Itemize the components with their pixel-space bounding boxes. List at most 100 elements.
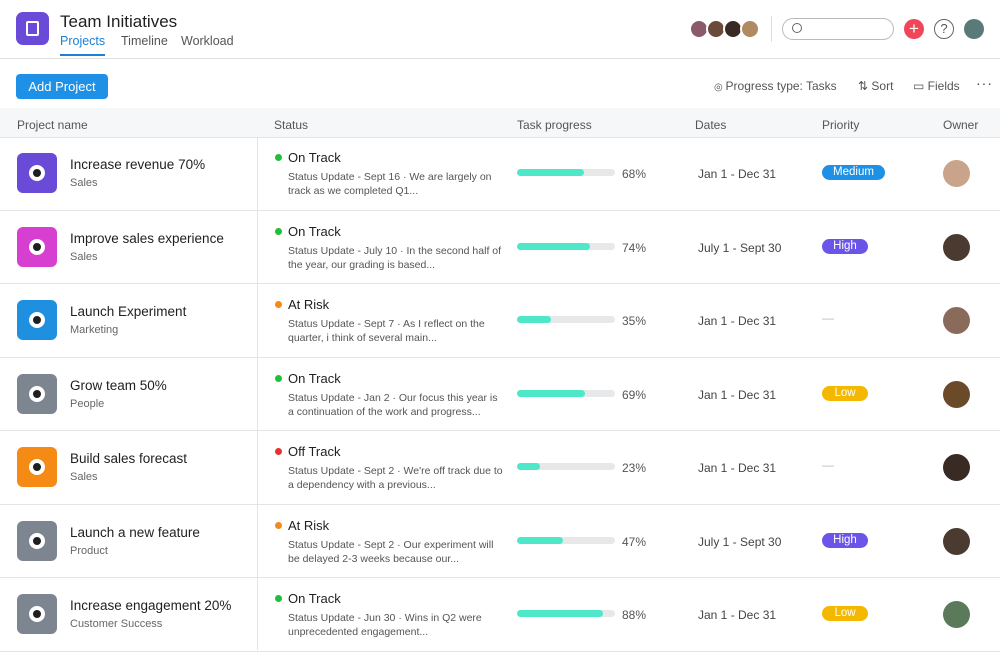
status-update: Status Update - Jan 2 · Our focus this y… <box>288 391 498 418</box>
status-update: Status Update - July 10 · In the second … <box>288 244 502 271</box>
dates: Jan 1 - Dec 31 <box>698 167 777 181</box>
avatar[interactable] <box>740 19 760 39</box>
column-header[interactable]: Priority <box>822 118 860 132</box>
progress-type-label: Progress type: Tasks <box>725 79 837 93</box>
project-team: Product <box>70 544 108 557</box>
table-header: Project name Status Task progress Dates Prio… <box>0 108 1000 138</box>
table-row[interactable]: Increase revenue 70% Sales On Track Status … <box>0 137 1000 211</box>
progress-label: 88% <box>622 608 647 622</box>
progress-bar <box>517 242 590 250</box>
project-icon <box>17 520 57 561</box>
status-label: On Track <box>288 591 341 606</box>
project-team: Marketing <box>70 324 119 336</box>
progress-track <box>517 536 615 544</box>
priority-empty: — <box>822 458 834 472</box>
icon-glyph <box>29 459 45 475</box>
column-header[interactable]: Task progress <box>517 118 592 132</box>
project-name: Improve sales experience <box>70 230 224 246</box>
tab[interactable]: Workload <box>181 34 234 48</box>
status-label: At Risk <box>288 297 330 312</box>
project-name: Increase engagement 20% <box>70 598 232 613</box>
header: Team Initiatives Projects Timeline Workloa… <box>0 0 1000 59</box>
table-row[interactable]: Grow team 50% People On Track Status Update… <box>0 358 1000 431</box>
project-icon <box>17 373 57 414</box>
more-button[interactable]: ··· <box>976 75 993 91</box>
progress-label: 47% <box>622 534 647 549</box>
priority-empty: — <box>822 311 834 325</box>
dates: Jan 1 - Dec 31 <box>698 387 777 402</box>
icon-glyph <box>29 165 45 181</box>
table-row[interactable]: Increase engagement 20% Customer Success O… <box>0 578 1000 652</box>
table-row[interactable]: Build sales forecast Sales Off Track Status… <box>0 431 1000 505</box>
dates: July 1 - Sept 30 <box>698 534 782 549</box>
user-avatar[interactable] <box>964 19 984 39</box>
app-logo <box>16 12 49 45</box>
progress-bar <box>517 316 552 323</box>
status-dot <box>275 227 282 235</box>
status-label: On Track <box>288 223 341 239</box>
table-row[interactable]: Improve sales experience Sales On Track Sta… <box>0 211 1000 284</box>
table-row[interactable]: Launch Experiment Marketing At Risk Status … <box>0 284 1000 358</box>
table-row[interactable]: Launch a new feature Product At Risk Status… <box>0 505 1000 578</box>
status-dot <box>275 521 282 529</box>
sort-label: Sort <box>871 79 894 93</box>
project-icon <box>17 226 57 267</box>
icon-glyph <box>29 606 45 622</box>
priority-pill: High <box>822 238 868 254</box>
status-dot <box>275 154 282 161</box>
dates: July 1 - Sept 30 <box>698 240 782 255</box>
project-name: Increase revenue 70% <box>70 157 206 172</box>
dates: Jan 1 - Dec 31 <box>698 608 777 622</box>
tab[interactable]: Timeline <box>121 34 168 48</box>
progress-label: 68% <box>622 167 647 181</box>
project-name: Grow team 50% <box>70 377 167 393</box>
column-header[interactable]: Owner <box>943 118 979 132</box>
owner-avatar[interactable] <box>943 160 970 187</box>
dates: Jan 1 - Dec 31 <box>698 461 777 475</box>
progress-label: 35% <box>622 314 647 328</box>
column-header[interactable]: Status <box>274 118 309 132</box>
icon-glyph <box>29 532 45 549</box>
sort-button[interactable]: ⇅ Sort <box>858 79 894 93</box>
icon-glyph <box>29 312 45 328</box>
status-update: Status Update - Jun 30 · Wins in Q2 were… <box>288 612 482 638</box>
add-button[interactable]: + <box>904 19 924 39</box>
dates: Jan 1 - Dec 31 <box>698 314 777 328</box>
status-label: Off Track <box>288 444 341 459</box>
column-header[interactable]: Dates <box>695 118 727 132</box>
search-box[interactable] <box>782 18 894 40</box>
progress-bar <box>517 463 540 470</box>
project-team: Customer Success <box>70 618 163 630</box>
project-name: Launch Experiment <box>70 304 187 319</box>
priority-pill: Medium <box>822 165 885 180</box>
fields-button[interactable]: ▭ Fields <box>913 79 960 93</box>
project-team: Sales <box>70 177 98 189</box>
priority-pill: High <box>822 532 868 548</box>
owner-avatar[interactable] <box>943 307 970 334</box>
progress-track <box>517 316 615 323</box>
column-header[interactable]: Project name <box>17 118 88 132</box>
status-update: Status Update - Sept 2 · We're off track… <box>288 465 503 491</box>
owner-avatar[interactable] <box>943 601 970 628</box>
help-button[interactable]: ? <box>934 19 954 39</box>
owner-avatar[interactable] <box>943 527 970 555</box>
progress-bar <box>517 536 564 544</box>
status-dot <box>275 595 282 602</box>
priority-pill: Low <box>822 606 868 621</box>
add-project-button[interactable]: Add Project <box>16 74 108 99</box>
progress-bar <box>517 610 604 617</box>
progress-type-button[interactable]: ◎ Progress type: Tasks <box>714 79 837 93</box>
status-update: Status Update - Sept 7 · As I reflect on… <box>288 318 485 344</box>
owner-avatar[interactable] <box>943 454 970 481</box>
project-icon <box>17 153 57 193</box>
owner-avatar[interactable] <box>943 233 970 261</box>
fields-label: Fields <box>927 79 960 93</box>
tab[interactable]: Projects <box>60 34 106 56</box>
project-name: Build sales forecast <box>70 451 188 466</box>
status-update: Status Update - Sept 16 · We are largely… <box>288 171 492 197</box>
status-update: Status Update - Sept 2 · Our experiment … <box>288 538 494 565</box>
owner-avatar[interactable] <box>943 380 970 408</box>
status-dot <box>275 301 282 308</box>
